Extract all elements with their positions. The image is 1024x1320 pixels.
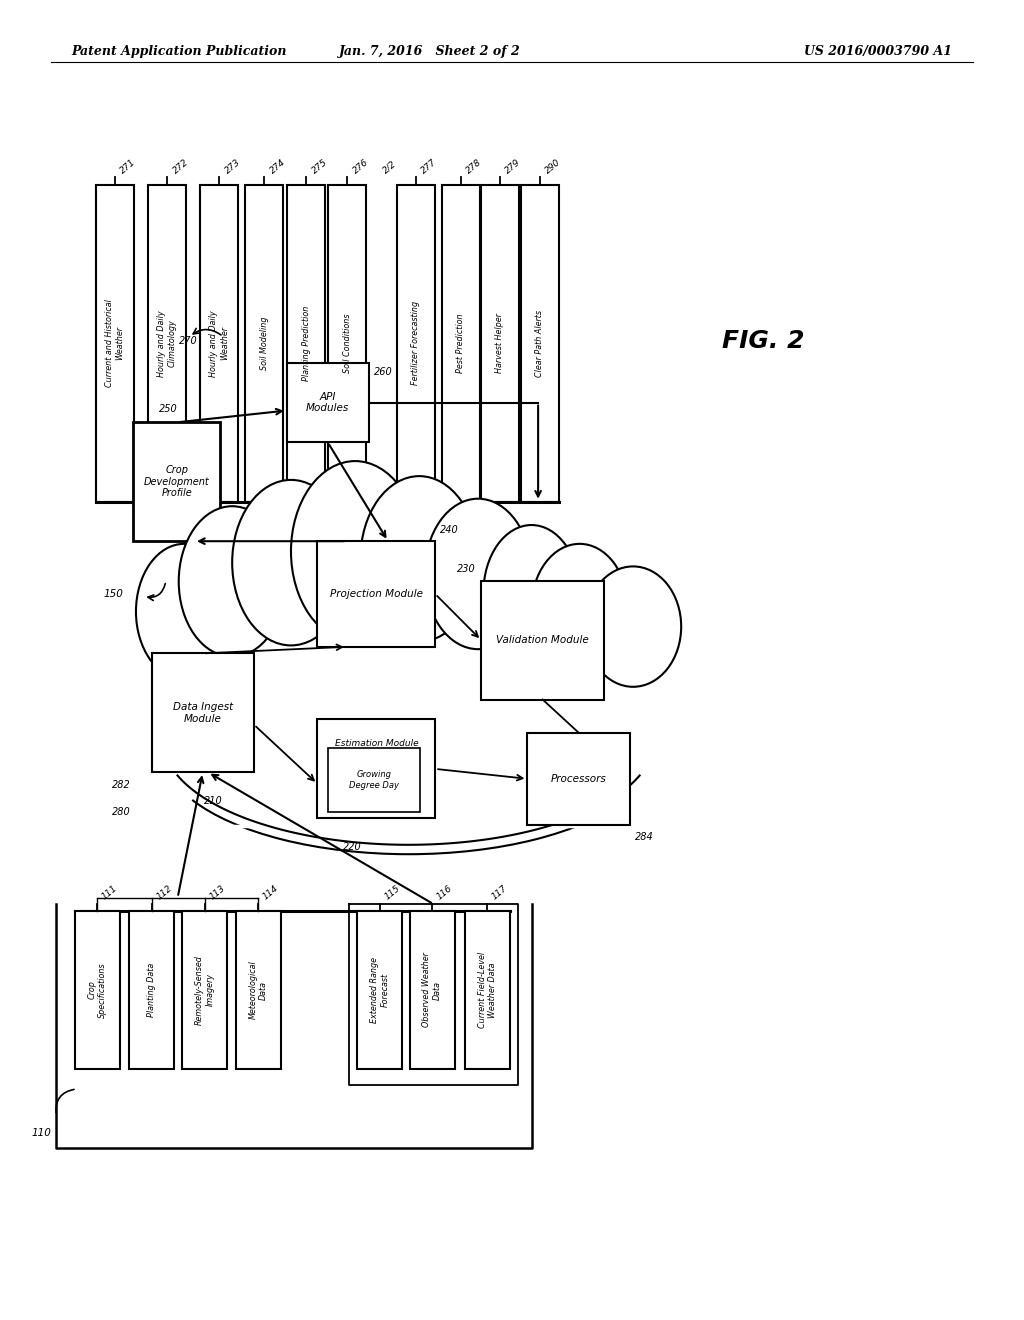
Ellipse shape: [179, 507, 286, 657]
Bar: [182, 911, 227, 1069]
Bar: [442, 185, 479, 502]
Text: 210: 210: [204, 796, 222, 807]
Ellipse shape: [291, 461, 419, 642]
Text: 270: 270: [179, 335, 198, 346]
Text: Processors: Processors: [551, 774, 606, 784]
Bar: [236, 911, 281, 1069]
Text: 284: 284: [635, 832, 653, 842]
Text: 220: 220: [343, 842, 362, 853]
Text: 278: 278: [465, 157, 484, 176]
Text: 277: 277: [420, 157, 439, 176]
Text: Pest Prediction: Pest Prediction: [457, 313, 465, 374]
Text: 117: 117: [490, 883, 510, 902]
Text: 111: 111: [100, 883, 120, 902]
Text: 275: 275: [310, 157, 330, 176]
Bar: [246, 185, 283, 502]
Text: Extended Range
Forecast: Extended Range Forecast: [371, 957, 389, 1023]
Bar: [481, 185, 518, 502]
Bar: [328, 748, 420, 812]
Text: 276: 276: [351, 157, 371, 176]
Ellipse shape: [585, 566, 681, 686]
Text: Observed Weather
Data: Observed Weather Data: [423, 953, 441, 1027]
Text: Growing
Degree Day: Growing Degree Day: [349, 771, 398, 789]
Text: Validation Module: Validation Module: [497, 635, 589, 645]
Text: Projection Module: Projection Module: [330, 589, 423, 599]
Text: 290: 290: [544, 157, 563, 176]
Text: 110: 110: [32, 1127, 51, 1138]
Text: 279: 279: [504, 157, 523, 176]
Text: Meteorological
Data: Meteorological Data: [249, 961, 267, 1019]
Bar: [357, 911, 402, 1069]
Text: 114: 114: [261, 883, 281, 902]
Text: Hourly and Daily
Weather: Hourly and Daily Weather: [210, 310, 228, 376]
Text: 230: 230: [458, 564, 476, 574]
Text: Patent Application Publication: Patent Application Publication: [72, 45, 287, 58]
Ellipse shape: [232, 480, 350, 645]
Bar: [287, 363, 369, 442]
Bar: [201, 185, 238, 502]
Text: 280: 280: [113, 807, 131, 817]
Bar: [397, 185, 434, 502]
Bar: [328, 185, 367, 502]
Text: 271: 271: [119, 157, 138, 176]
Ellipse shape: [136, 544, 232, 680]
Bar: [287, 185, 325, 502]
Text: 272: 272: [171, 157, 190, 176]
Text: 250: 250: [159, 404, 178, 414]
Bar: [152, 653, 254, 772]
Bar: [133, 422, 220, 541]
Bar: [75, 911, 120, 1069]
Bar: [317, 719, 435, 818]
Text: 150: 150: [103, 589, 123, 599]
Bar: [317, 541, 435, 647]
Text: 260: 260: [374, 367, 392, 378]
Bar: [410, 911, 455, 1069]
Text: 2/2: 2/2: [381, 160, 397, 176]
Text: Crop
Development
Profile: Crop Development Profile: [143, 465, 210, 499]
Text: API
Modules: API Modules: [306, 392, 349, 413]
Bar: [465, 911, 510, 1069]
Text: 116: 116: [435, 883, 455, 902]
Text: Estimation Module: Estimation Module: [335, 739, 418, 747]
Text: 274: 274: [268, 157, 288, 176]
Text: Jan. 7, 2016   Sheet 2 of 2: Jan. 7, 2016 Sheet 2 of 2: [339, 45, 521, 58]
Bar: [96, 185, 133, 502]
Text: 113: 113: [208, 883, 227, 902]
Text: US 2016/0003790 A1: US 2016/0003790 A1: [804, 45, 952, 58]
Text: 112: 112: [155, 883, 174, 902]
Text: Planting Prediction: Planting Prediction: [302, 305, 310, 381]
Ellipse shape: [360, 477, 478, 642]
Text: Fertilizer Forecasting: Fertilizer Forecasting: [412, 301, 420, 385]
Ellipse shape: [531, 544, 628, 672]
Text: Harvest Helper: Harvest Helper: [496, 313, 504, 374]
Text: 282: 282: [113, 780, 131, 791]
Bar: [129, 911, 174, 1069]
Bar: [481, 581, 604, 700]
Text: 273: 273: [223, 157, 243, 176]
Text: 240: 240: [440, 524, 459, 535]
Text: Soil Modeling: Soil Modeling: [260, 317, 268, 370]
Text: Clear Path Alerts: Clear Path Alerts: [536, 310, 544, 376]
Text: Hourly and Daily
Climatology: Hourly and Daily Climatology: [158, 310, 176, 376]
Text: Remotely-Sensed
Imagery: Remotely-Sensed Imagery: [196, 956, 214, 1024]
Text: Current Field-Level
Weather Data: Current Field-Level Weather Data: [478, 952, 497, 1028]
Ellipse shape: [425, 499, 531, 649]
Text: 115: 115: [383, 883, 402, 902]
Bar: [527, 733, 630, 825]
Text: Current and Historical
Weather: Current and Historical Weather: [105, 300, 124, 387]
Text: Crop
Specifications: Crop Specifications: [88, 962, 106, 1018]
Text: Soil Conditions: Soil Conditions: [343, 313, 351, 374]
FancyBboxPatch shape: [153, 612, 665, 851]
Ellipse shape: [483, 525, 580, 660]
Text: Data Ingest
Module: Data Ingest Module: [173, 702, 232, 723]
Text: Planting Data: Planting Data: [147, 962, 156, 1018]
Bar: [521, 185, 559, 502]
Bar: [148, 185, 186, 502]
Text: FIG. 2: FIG. 2: [722, 329, 804, 352]
